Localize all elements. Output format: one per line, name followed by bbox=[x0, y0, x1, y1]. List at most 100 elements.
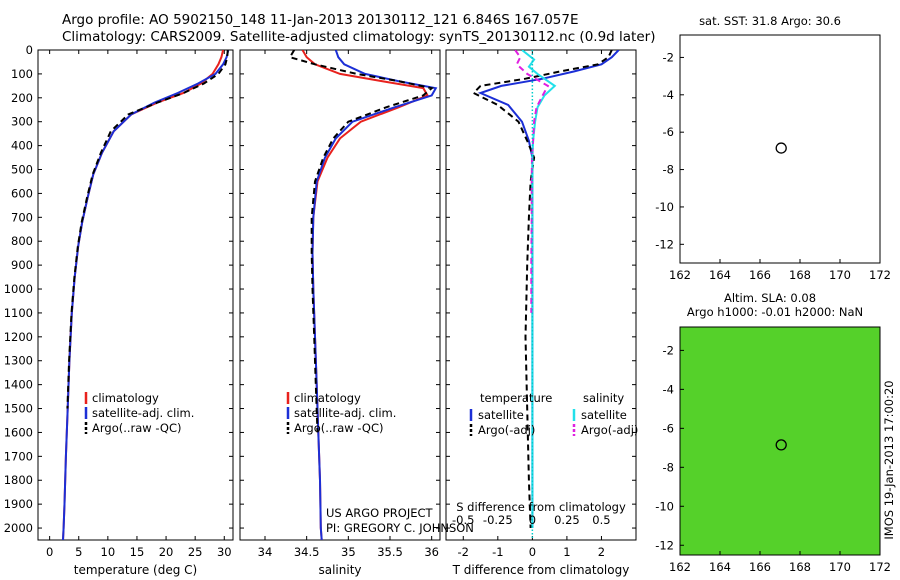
salinity-legend-label: satellite-adj. clim. bbox=[294, 406, 396, 420]
salinity-x-axis-label: salinity bbox=[318, 563, 361, 577]
salinity-axes-box bbox=[239, 49, 441, 541]
y-tick-label: 300 bbox=[11, 115, 33, 129]
sst-map-y-tick-label: -8 bbox=[663, 163, 674, 177]
temperature-legend-label: climatology bbox=[92, 391, 159, 405]
y-tick-label: 1700 bbox=[4, 449, 33, 463]
salinity-series-line bbox=[311, 50, 438, 540]
salinity-x-tick-label: 36 bbox=[424, 545, 439, 559]
salinity-x-tick-label: 35 bbox=[341, 545, 356, 559]
figure-title-line1: Argo profile: AO 5902150_148 11-Jan-2013… bbox=[62, 12, 579, 28]
sst-map-x-tick-label: 172 bbox=[869, 268, 891, 282]
temperature-x-tick-label: 5 bbox=[75, 545, 82, 559]
y-tick-label: 1200 bbox=[4, 330, 33, 344]
sla-map-y-tick-label: -4 bbox=[663, 382, 674, 396]
sst-map-y-tick-label: -2 bbox=[663, 50, 674, 64]
y-tick-label: 400 bbox=[11, 139, 33, 153]
salinity-series-group bbox=[288, 50, 438, 540]
difference-legend-title-temperature: temperature bbox=[480, 391, 552, 405]
salinity-x-tick-label: 34.5 bbox=[294, 545, 320, 559]
figure-title-line2: Climatology: CARS2009. Satellite-adjuste… bbox=[62, 29, 656, 45]
salinity-x-tick-label: 35.5 bbox=[377, 545, 403, 559]
sst-map-y-tick-label: -12 bbox=[655, 237, 674, 251]
sla-map-y-tick-label: -10 bbox=[655, 499, 674, 513]
y-tick-label: 1900 bbox=[4, 497, 33, 511]
difference-x-tick-label: 2 bbox=[598, 545, 605, 559]
y-tick-label: 600 bbox=[11, 186, 33, 200]
temperature-legend-label: Argo(..raw -QC) bbox=[92, 421, 182, 435]
y-tick-label: 1500 bbox=[4, 402, 33, 416]
difference-x-tick-label: 1 bbox=[563, 545, 570, 559]
sla-map-x-tick-label: 164 bbox=[709, 560, 731, 574]
difference-s-axis-label: S difference from climatology bbox=[456, 500, 626, 514]
y-tick-label: 1300 bbox=[4, 354, 33, 368]
y-tick-label: 700 bbox=[11, 210, 33, 224]
sla-map-y-tick-label: -12 bbox=[655, 538, 674, 552]
temperature-series-line bbox=[66, 50, 229, 409]
y-tick-label: 0 bbox=[26, 43, 33, 57]
sla-map-background bbox=[680, 327, 880, 555]
sla-map-axes-box bbox=[679, 326, 881, 556]
y-tick-label: 1600 bbox=[4, 425, 33, 439]
temperature-legend-label: satellite-adj. clim. bbox=[92, 406, 194, 420]
sst-map-title: sat. SST: 31.8 Argo: 30.6 bbox=[699, 14, 841, 28]
difference-x-tick-label: -1 bbox=[492, 545, 503, 559]
y-tick-label: 1400 bbox=[4, 378, 33, 392]
temperature-x-tick-label: 20 bbox=[159, 545, 174, 559]
sst-map-background bbox=[680, 35, 880, 263]
sst-map-y-tick-label: -4 bbox=[663, 88, 674, 102]
sla-map-x-tick-label: 168 bbox=[789, 560, 811, 574]
pi-annotation: PI: GREGORY C. JOHNSON bbox=[326, 521, 474, 535]
difference-x-tick-label: 0 bbox=[529, 545, 536, 559]
project-annotation: US ARGO PROJECT bbox=[326, 506, 434, 520]
difference-x-axis-label: T difference from climatology bbox=[452, 563, 630, 577]
temperature-axes-box bbox=[37, 49, 234, 541]
sst-map-x-tick-label: 170 bbox=[829, 268, 851, 282]
sla-map-x-tick-label: 166 bbox=[749, 560, 771, 574]
difference-legend-label: satellite bbox=[478, 408, 524, 422]
difference-s-tick-label: 0.25 bbox=[554, 513, 580, 527]
sla-map-x-tick-label: 170 bbox=[829, 560, 851, 574]
difference-x-tick-label: -2 bbox=[458, 545, 469, 559]
difference-legend-label: satellite bbox=[581, 408, 627, 422]
sla-map-argo-marker bbox=[775, 439, 787, 451]
salinity-x-tick-label: 34 bbox=[258, 545, 273, 559]
salinity-legend-label: Argo(..raw -QC) bbox=[294, 421, 384, 435]
temperature-x-tick-label: 30 bbox=[217, 545, 232, 559]
difference-s-tick-label: -0.25 bbox=[483, 513, 513, 527]
y-tick-label: 1000 bbox=[4, 282, 33, 296]
temperature-x-axis-label: temperature (deg C) bbox=[74, 563, 197, 577]
temperature-series-line bbox=[62, 50, 230, 540]
y-tick-label: 900 bbox=[11, 258, 33, 272]
temperature-x-tick-label: 10 bbox=[101, 545, 116, 559]
difference-axes-box bbox=[445, 49, 637, 541]
difference-legend-title-salinity: salinity bbox=[583, 391, 624, 405]
y-tick-label: 100 bbox=[11, 67, 33, 81]
sla-map-x-tick-label: 172 bbox=[869, 560, 891, 574]
temperature-x-tick-label: 25 bbox=[188, 545, 203, 559]
temperature-series-group bbox=[62, 50, 230, 540]
sst-map-axes-box bbox=[679, 34, 881, 264]
sla-map-x-tick-label: 162 bbox=[669, 560, 691, 574]
temperature-x-tick-label: 15 bbox=[130, 545, 145, 559]
salinity-series-line bbox=[288, 50, 434, 433]
sla-map-y-tick-label: -2 bbox=[663, 343, 674, 357]
sst-map-x-tick-label: 162 bbox=[669, 268, 691, 282]
difference-s-tick-label: 0.5 bbox=[592, 513, 610, 527]
sst-map-x-tick-label: 166 bbox=[749, 268, 771, 282]
difference-legend-label: Argo(-adj) bbox=[581, 423, 638, 437]
sst-map-x-tick-label: 168 bbox=[789, 268, 811, 282]
sst-map-y-tick-label: -10 bbox=[655, 200, 674, 214]
sla-map-y-tick-label: -8 bbox=[663, 460, 674, 474]
difference-s-tick-label: -0.5 bbox=[452, 513, 474, 527]
y-tick-label: 2000 bbox=[4, 521, 33, 535]
salinity-legend-label: climatology bbox=[294, 391, 361, 405]
difference-s-tick-label: 0 bbox=[529, 513, 536, 527]
sst-map-argo-marker bbox=[775, 142, 787, 154]
sla-map-subtitle: Argo h1000: -0.01 h2000: NaN bbox=[687, 305, 863, 319]
y-tick-label: 1800 bbox=[4, 473, 33, 487]
difference-legend-label: Argo(-adj) bbox=[478, 423, 535, 437]
difference-series-line bbox=[471, 50, 613, 529]
y-tick-label: 1100 bbox=[4, 306, 33, 320]
temperature-x-tick-label: 0 bbox=[46, 545, 53, 559]
